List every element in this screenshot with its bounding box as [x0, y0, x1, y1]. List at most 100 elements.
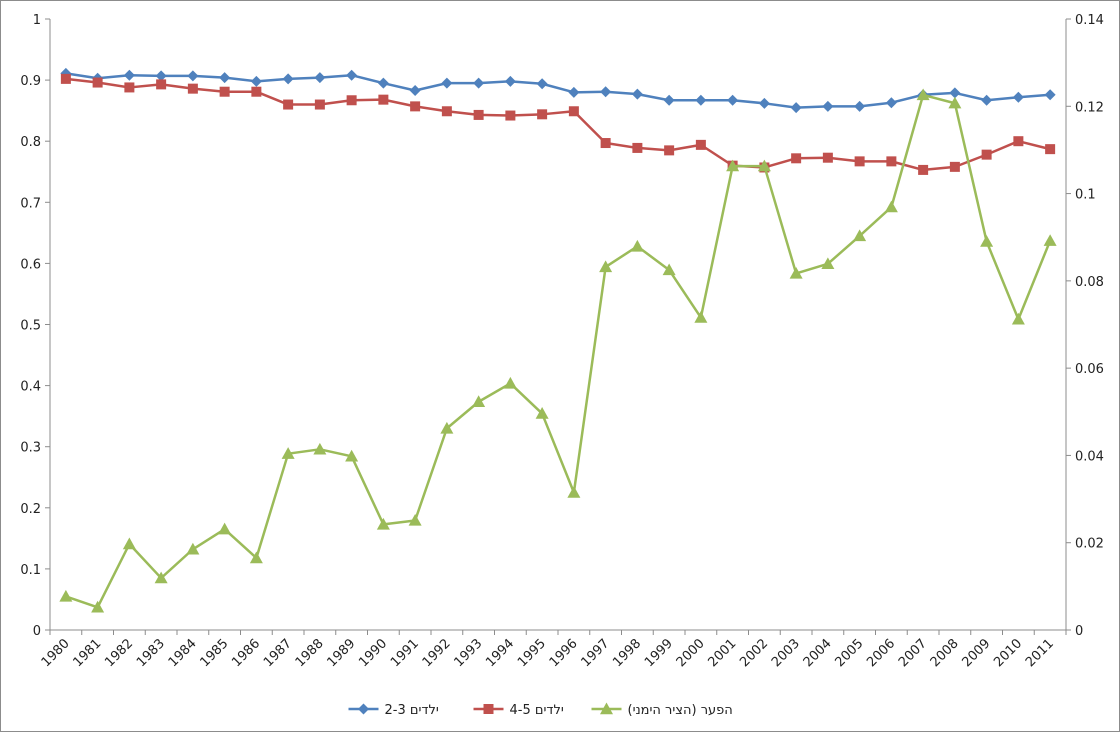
right-tick-label: 0.04 [1075, 449, 1104, 464]
legend-label: הפער (הציר הימני) [628, 703, 733, 718]
x-tick-label: 1993 [451, 636, 485, 670]
series-2-point [346, 95, 357, 106]
series-1-point [250, 75, 262, 87]
series-3-point [980, 235, 994, 247]
series-3-point [630, 239, 644, 252]
x-tick-label: 2007 [896, 636, 930, 670]
left-tick-label: 0.6 [20, 257, 41, 272]
series-2-point [473, 109, 484, 120]
x-tick-label: 2005 [832, 636, 866, 670]
x-tick-label: 1998 [610, 636, 644, 670]
series-2-point [314, 99, 325, 110]
series-1-point [473, 77, 485, 89]
series-3-point [91, 600, 105, 613]
series-3-point [662, 263, 676, 276]
series-2-point [60, 73, 71, 84]
series-3-point [726, 159, 740, 172]
right-tick-label: 0.06 [1075, 362, 1104, 377]
series-1-point [123, 69, 135, 81]
series-1-point [981, 94, 993, 106]
series-layer [59, 67, 1057, 613]
legend-item-1: 2-3 ילדים [348, 703, 439, 718]
series-2-point [251, 86, 262, 97]
series-2-point [283, 99, 294, 110]
left-tick-label: 1 [33, 13, 41, 28]
series-3-point [948, 96, 962, 109]
series-1-point [727, 94, 739, 106]
x-tick-label: 1985 [197, 636, 231, 670]
legend-item-3: הפער (הציר הימני) [591, 702, 733, 718]
series-3-point [916, 88, 930, 101]
left-tick-label: 0.2 [20, 502, 41, 517]
legend-swatch-marker [358, 703, 369, 715]
series-1-point [314, 72, 326, 84]
series-2-point [918, 164, 929, 175]
series-1-point [536, 78, 548, 90]
series-3-point [59, 589, 73, 602]
left-tick-label: 0.3 [20, 441, 41, 456]
x-tick-label: 2001 [705, 636, 739, 670]
series-1-point [504, 75, 516, 87]
series-3-point [535, 407, 549, 419]
legend: 2-3 ילדים 4-5 ילדים הפער (הציר הימני) [348, 702, 733, 718]
series-1-point [441, 77, 453, 89]
series-1-point [155, 70, 167, 82]
series-3-point [345, 449, 359, 462]
series-2-point [156, 79, 167, 90]
series-3-point [281, 447, 295, 459]
series-1-point [409, 84, 421, 96]
legend-label: 2-3 ילדים [385, 703, 439, 718]
series-3-point [154, 571, 168, 584]
series-2-point [568, 106, 579, 117]
series-1-point [695, 94, 707, 106]
right-tick-label: 0.1 [1075, 188, 1096, 203]
series-1-point [949, 87, 961, 99]
left-tick-label: 0.1 [20, 563, 41, 578]
series-3-point [376, 517, 390, 530]
series-1-point [219, 72, 231, 84]
x-tick-label: 2009 [959, 636, 993, 670]
series-2-point [854, 156, 865, 167]
left-tick-label: 0 [33, 624, 41, 639]
x-tick-label: 1996 [547, 636, 581, 670]
series-2-point [378, 94, 389, 105]
right-tick-label: 0.14 [1075, 13, 1104, 28]
x-tick-label: 1999 [642, 636, 676, 670]
series-1-point [377, 77, 389, 89]
x-tick-label: 2011 [1023, 636, 1057, 670]
series-3-point [694, 311, 708, 323]
left-tick-label: 0.4 [20, 380, 41, 395]
x-tick-label: 1987 [261, 636, 295, 670]
series-2-point [187, 83, 198, 94]
legend-label: 4-5 ילדים [510, 703, 564, 718]
series-1-point [822, 100, 834, 112]
series-3-point [757, 159, 771, 172]
series-2-point [505, 110, 516, 121]
x-tick-label: 2000 [674, 636, 708, 670]
series-1-point [282, 73, 294, 85]
right-tick-label: 0.02 [1075, 537, 1104, 552]
series-2-point [441, 106, 452, 117]
series-3-point [1043, 234, 1057, 246]
x-tick-label: 1983 [134, 636, 168, 670]
series-2-line [65, 77, 1051, 172]
legend-item-2: 4-5 ילדים [473, 703, 564, 718]
series-3-point [789, 266, 803, 279]
left-tick-label: 0.7 [20, 196, 41, 211]
series-1-point [758, 97, 770, 109]
x-tick-label: 2010 [991, 636, 1025, 670]
series-2-point [886, 156, 897, 167]
series-3-point [440, 421, 454, 434]
left-tick-label: 0.5 [20, 319, 41, 334]
series-3-point [408, 513, 422, 526]
left-tick-label: 0.8 [20, 135, 41, 150]
series-3-point [313, 442, 327, 455]
series-3-point [1011, 312, 1025, 325]
series-3-point [567, 486, 581, 498]
series-2-point [410, 101, 421, 112]
x-tick-label: 1990 [356, 636, 390, 670]
series-1-point [346, 69, 358, 81]
x-tick-label: 1994 [483, 636, 517, 670]
series-1-point [854, 100, 866, 112]
